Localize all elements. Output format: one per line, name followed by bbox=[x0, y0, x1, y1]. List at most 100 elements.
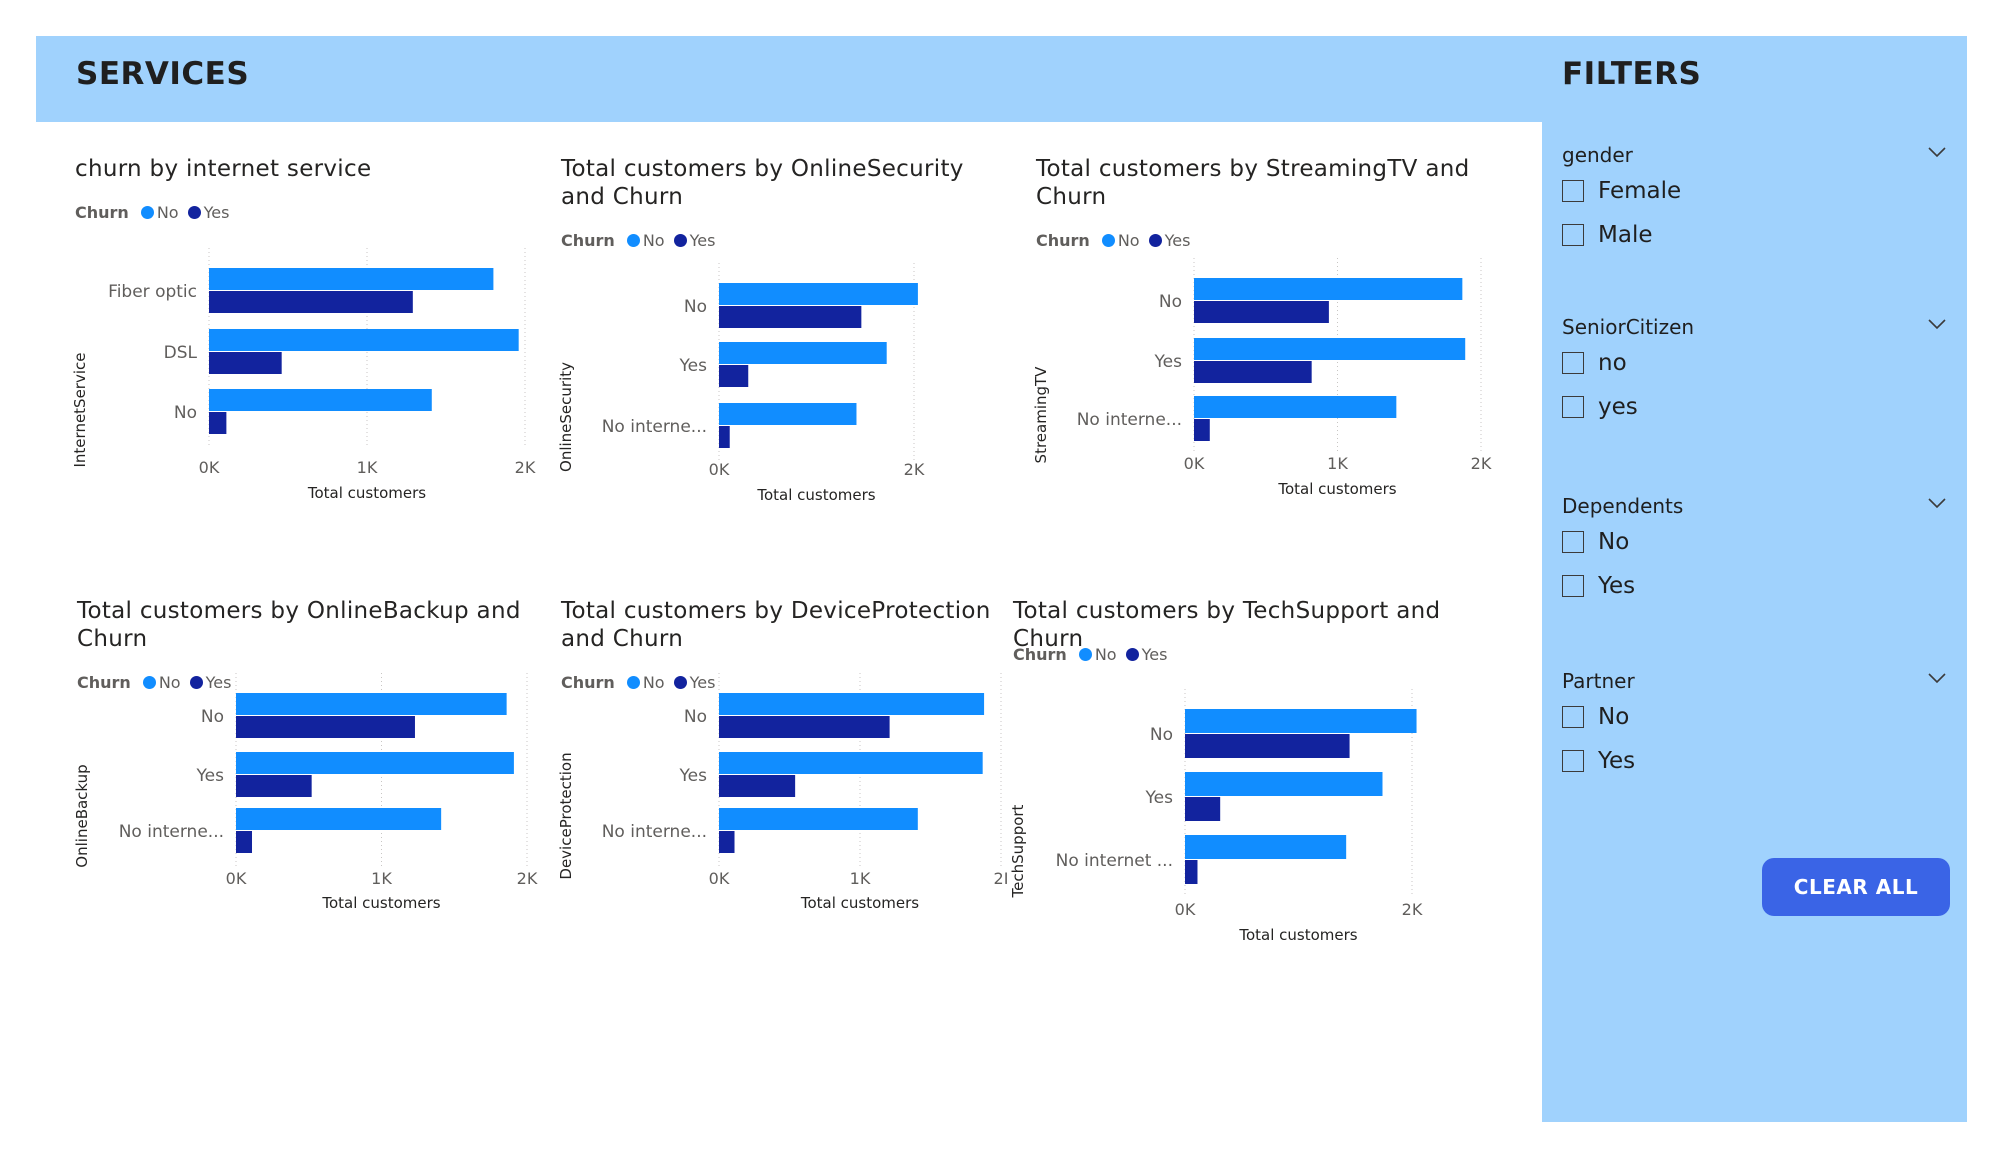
checkbox[interactable] bbox=[1562, 352, 1584, 374]
page-header: SERVICES bbox=[36, 36, 1542, 122]
bar-yes[interactable] bbox=[236, 775, 312, 797]
option-label: Female bbox=[1598, 178, 1682, 204]
slicer-option[interactable]: No bbox=[1562, 520, 1952, 564]
chart-title: churn by internet service bbox=[75, 156, 372, 182]
slicer-option[interactable]: Yes bbox=[1562, 564, 1952, 608]
x-tick-label: 2K bbox=[904, 460, 925, 479]
bar-no[interactable] bbox=[1194, 338, 1466, 360]
bar-yes[interactable] bbox=[1185, 734, 1350, 758]
legend-label: No bbox=[642, 231, 665, 250]
bar-yes[interactable] bbox=[1194, 419, 1210, 441]
bar-no[interactable] bbox=[1194, 396, 1397, 418]
bar-no[interactable] bbox=[1185, 835, 1347, 859]
legend-title: Churn bbox=[561, 673, 615, 692]
x-tick-label: 1K bbox=[357, 458, 378, 477]
checkbox[interactable] bbox=[1562, 750, 1584, 772]
bar-no[interactable] bbox=[209, 389, 432, 411]
x-axis-title: Total customers bbox=[307, 484, 426, 502]
bar-yes[interactable] bbox=[719, 426, 730, 448]
bar-no[interactable] bbox=[719, 693, 985, 715]
legend-label: Yes bbox=[203, 203, 230, 222]
legend-item[interactable]: No bbox=[1078, 645, 1117, 664]
legend-item[interactable]: Yes bbox=[187, 203, 230, 222]
bar-yes[interactable] bbox=[719, 716, 890, 738]
legend-item[interactable]: Yes bbox=[673, 231, 715, 250]
legend-item[interactable]: Yes bbox=[1148, 231, 1190, 250]
bar-yes[interactable] bbox=[1194, 361, 1312, 383]
slicer-title: SeniorCitizen bbox=[1562, 315, 1695, 339]
chevron-down-icon[interactable] bbox=[1922, 490, 1952, 518]
y-tick-label: Yes bbox=[196, 766, 225, 786]
legend-item[interactable]: No bbox=[1101, 231, 1140, 250]
slicer-option[interactable]: Yes bbox=[1562, 739, 1952, 783]
bar-yes[interactable] bbox=[1185, 860, 1198, 884]
x-tick-label: 2K bbox=[1471, 454, 1492, 473]
slicer-option[interactable]: yes bbox=[1562, 385, 1952, 429]
chevron-down-icon[interactable] bbox=[1922, 311, 1952, 339]
checkbox[interactable] bbox=[1562, 706, 1584, 728]
legend-label: No bbox=[642, 673, 665, 692]
x-tick-label: 0K bbox=[1175, 900, 1196, 919]
bar-yes[interactable] bbox=[209, 352, 282, 374]
bar-no[interactable] bbox=[1194, 278, 1463, 300]
bar-no[interactable] bbox=[719, 752, 983, 774]
bar-no[interactable] bbox=[719, 403, 857, 425]
bar-yes[interactable] bbox=[719, 775, 796, 797]
chevron-down-icon[interactable] bbox=[1922, 139, 1952, 167]
bar-no[interactable] bbox=[236, 808, 442, 830]
bar-no[interactable] bbox=[209, 268, 494, 290]
chart-plot: 0K 1K 2I No Yes No interne... Total customers D… bbox=[557, 673, 1008, 912]
bar-yes[interactable] bbox=[236, 716, 415, 738]
chart-legend: Churn No Yes bbox=[1013, 645, 1176, 664]
slicer-option[interactable]: no bbox=[1562, 341, 1952, 385]
x-tick-label: 2K bbox=[517, 869, 538, 888]
legend-label: No bbox=[158, 673, 181, 692]
checkbox[interactable] bbox=[1562, 180, 1584, 202]
bar-no[interactable] bbox=[719, 808, 918, 830]
bar-yes[interactable] bbox=[719, 365, 749, 387]
legend-item[interactable]: Yes bbox=[189, 673, 231, 692]
bar-yes[interactable] bbox=[236, 831, 253, 853]
checkbox[interactable] bbox=[1562, 531, 1584, 553]
legend-item[interactable]: No bbox=[140, 203, 179, 222]
slicer-option[interactable]: Female bbox=[1562, 169, 1952, 213]
bar-yes[interactable] bbox=[209, 412, 227, 434]
slicer-gender: gender Female Male bbox=[1562, 141, 1952, 257]
checkbox[interactable] bbox=[1562, 224, 1584, 246]
legend-item[interactable]: Yes bbox=[1125, 645, 1167, 664]
legend-marker bbox=[673, 234, 687, 247]
bar-no[interactable] bbox=[719, 283, 918, 305]
chart-legend: Churn No Yes bbox=[561, 231, 724, 250]
bar-yes[interactable] bbox=[719, 831, 735, 853]
bar-no[interactable] bbox=[719, 342, 887, 364]
chevron-down-icon[interactable] bbox=[1922, 665, 1952, 693]
bar-yes[interactable] bbox=[1185, 797, 1221, 821]
option-label: yes bbox=[1598, 394, 1638, 420]
legend-marker bbox=[1101, 234, 1115, 247]
bar-no[interactable] bbox=[209, 329, 519, 351]
legend-item[interactable]: No bbox=[626, 673, 665, 692]
slicer-option[interactable]: Male bbox=[1562, 213, 1952, 257]
slicer-option[interactable]: No bbox=[1562, 695, 1952, 739]
clear-all-button[interactable]: CLEAR ALL bbox=[1762, 858, 1950, 916]
chart-title: Total customers by StreamingTV and Churn bbox=[1036, 156, 1470, 210]
bar-yes[interactable] bbox=[719, 306, 862, 328]
bar-no[interactable] bbox=[1185, 772, 1383, 796]
legend-item[interactable]: Yes bbox=[673, 673, 715, 692]
y-tick-label: Yes bbox=[679, 766, 708, 786]
bar-no[interactable] bbox=[236, 693, 507, 715]
x-tick-label: 1K bbox=[1327, 454, 1348, 473]
bar-no[interactable] bbox=[236, 752, 514, 774]
chart-title: Total customers by DeviceProtection and … bbox=[561, 598, 991, 652]
y-tick-label: Yes bbox=[1145, 788, 1174, 808]
checkbox[interactable] bbox=[1562, 575, 1584, 597]
legend-item[interactable]: No bbox=[142, 673, 181, 692]
option-label: Yes bbox=[1598, 748, 1636, 774]
bar-no[interactable] bbox=[1185, 709, 1417, 733]
legend-item[interactable]: No bbox=[626, 231, 665, 250]
checkbox[interactable] bbox=[1562, 396, 1584, 418]
bar-yes[interactable] bbox=[1194, 301, 1329, 323]
y-tick-label: No bbox=[684, 707, 707, 727]
bar-yes[interactable] bbox=[209, 291, 413, 313]
page-title: SERVICES bbox=[76, 56, 250, 92]
